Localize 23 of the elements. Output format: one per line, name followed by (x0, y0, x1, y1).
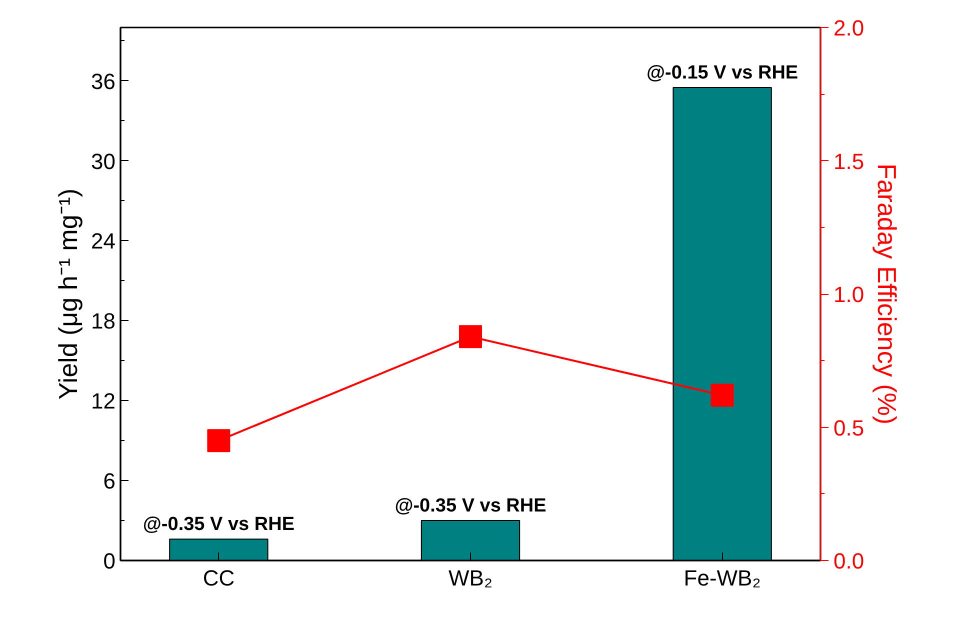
annotation: @-0.15 V vs RHE (646, 62, 798, 84)
point (459, 325, 482, 348)
x-tick-label: Fe-WB₂ (684, 566, 761, 590)
y2-tick-label: 1.0 (834, 282, 864, 307)
y2-tick-label: 1.5 (834, 148, 864, 174)
y-tick-label: 6 (103, 468, 116, 494)
y2-tick-label: 0.0 (834, 548, 864, 574)
y2-tick-label: 0.5 (834, 415, 864, 440)
annotation: @-0.35 V vs RHE (142, 514, 294, 536)
point (207, 429, 230, 452)
y-tick-label: 0 (103, 548, 116, 574)
y-tick-label: 30 (91, 148, 116, 174)
y-tick-label: 24 (91, 228, 116, 254)
x-tick-label: CC (202, 566, 235, 590)
y-axis-title: Yield (μg h⁻¹ mg⁻¹) (53, 188, 84, 400)
annotation: @-0.35 V vs RHE (394, 496, 546, 517)
y2-tick-label: 2.0 (834, 16, 864, 40)
y-tick-label: 12 (91, 388, 116, 414)
y-tick-label: 36 (91, 68, 116, 94)
point (710, 384, 734, 407)
x-tick-label: WB₂ (448, 566, 492, 590)
y-tick-label: 18 (91, 308, 116, 334)
y2-axis-title: Faraday Efficiency (%) (872, 163, 902, 425)
